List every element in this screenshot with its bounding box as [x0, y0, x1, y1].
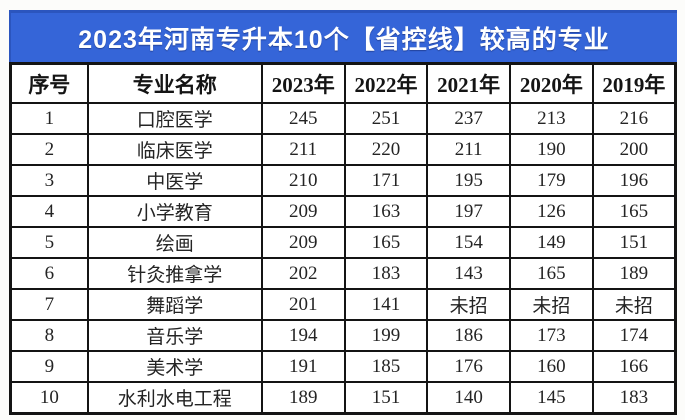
cell-score: 210	[260, 164, 346, 197]
cell-score: 211	[260, 133, 346, 166]
header-cell-year-2023: 2023年	[260, 62, 346, 104]
cell-score: 173	[509, 319, 594, 352]
cell-score: 209	[260, 226, 346, 259]
cell-major: 音乐学	[86, 319, 263, 352]
table-row: 6 针灸推拿学 202 183 143 165 189	[9, 257, 677, 290]
cell-score: 194	[260, 319, 346, 352]
cell-score: 154	[426, 226, 512, 259]
header-cell-year-2020: 2020年	[509, 62, 594, 104]
header-cell-index: 序号	[9, 62, 89, 104]
cell-score: 160	[509, 350, 594, 383]
cell-score: 163	[343, 195, 429, 228]
cell-index: 8	[9, 319, 89, 352]
cell-index: 3	[9, 164, 89, 197]
table-body: 1 口腔医学 245 251 237 213 216 2 临床医学 211 220 211 190 200…	[9, 102, 677, 415]
cell-score: 216	[591, 102, 677, 135]
cell-score: 211	[426, 133, 512, 166]
cell-score: 197	[426, 195, 512, 228]
cell-score: 141	[343, 288, 429, 321]
cell-score: 185	[343, 350, 429, 383]
table-row: 7 舞蹈学 201 141 未招 未招 未招	[9, 288, 677, 321]
cell-index: 2	[9, 133, 89, 166]
cell-score: 200	[591, 133, 677, 166]
header-cell-major: 专业名称	[86, 62, 263, 104]
cell-score: 165	[509, 257, 594, 290]
cell-score: 176	[426, 350, 512, 383]
cell-score: 171	[343, 164, 429, 197]
cell-major: 绘画	[86, 226, 263, 259]
cell-score: 183	[343, 257, 429, 290]
header-cell-year-2021: 2021年	[426, 62, 512, 104]
table-row: 2 临床医学 211 220 211 190 200	[9, 133, 677, 166]
cell-major: 针灸推拿学	[86, 257, 263, 290]
cell-score: 190	[509, 133, 594, 166]
cell-score: 201	[260, 288, 346, 321]
table-row: 4 小学教育 209 163 197 126 165	[9, 195, 677, 228]
header-row: 序号 专业名称 2023年 2022年 2021年 2020年 2019年	[9, 62, 677, 104]
cell-index: 1	[9, 102, 89, 135]
cell-score: 未招	[426, 288, 512, 321]
header-cell-year-2022: 2022年	[343, 62, 429, 104]
cell-score: 186	[426, 319, 512, 352]
page-title: 2023年河南专升本10个【省控线】较高的专业	[78, 25, 610, 54]
cell-score: 143	[426, 257, 512, 290]
cell-score: 179	[509, 164, 594, 197]
cell-score: 149	[509, 226, 594, 259]
cell-major: 口腔医学	[86, 102, 263, 135]
cell-index: 10	[9, 381, 89, 415]
table-row: 5 绘画 209 165 154 149 151	[9, 226, 677, 259]
cell-score: 251	[343, 102, 429, 135]
cell-score: 245	[260, 102, 346, 135]
title-banner: 2023年河南专升本10个【省控线】较高的专业	[9, 10, 677, 62]
cell-index: 5	[9, 226, 89, 259]
cell-score: 151	[591, 226, 677, 259]
cell-major: 小学教育	[86, 195, 263, 228]
cell-score: 165	[343, 226, 429, 259]
table-row: 3 中医学 210 171 195 179 196	[9, 164, 677, 197]
cell-score: 166	[591, 350, 677, 383]
cell-major: 临床医学	[86, 133, 263, 166]
cell-score: 未招	[509, 288, 594, 321]
table-header: 序号 专业名称 2023年 2022年 2021年 2020年 2019年	[9, 62, 677, 104]
cell-score: 199	[343, 319, 429, 352]
cell-index: 4	[9, 195, 89, 228]
cell-index: 6	[9, 257, 89, 290]
cell-score: 196	[591, 164, 677, 197]
cell-major: 美术学	[86, 350, 263, 383]
cell-score: 195	[426, 164, 512, 197]
cell-score: 220	[343, 133, 429, 166]
cell-score: 237	[426, 102, 512, 135]
cell-score: 191	[260, 350, 346, 383]
cell-index: 7	[9, 288, 89, 321]
cell-score: 151	[343, 381, 429, 415]
table-row: 1 口腔医学 245 251 237 213 216	[9, 102, 677, 135]
cell-major: 中医学	[86, 164, 263, 197]
table-row: 8 音乐学 194 199 186 173 174	[9, 319, 677, 352]
cell-major: 舞蹈学	[86, 288, 263, 321]
cell-score: 140	[426, 381, 512, 415]
cell-major: 水利水电工程	[86, 381, 263, 415]
cell-score: 126	[509, 195, 594, 228]
header-cell-year-2019: 2019年	[591, 62, 677, 104]
cell-score: 213	[509, 102, 594, 135]
cell-score: 202	[260, 257, 346, 290]
cell-score: 189	[591, 257, 677, 290]
table-row: 10 水利水电工程 189 151 140 145 183	[9, 381, 677, 415]
cell-score: 165	[591, 195, 677, 228]
cell-index: 9	[9, 350, 89, 383]
cell-score: 174	[591, 319, 677, 352]
table-row: 9 美术学 191 185 176 160 166	[9, 350, 677, 383]
cell-score: 183	[591, 381, 677, 415]
cell-score: 未招	[591, 288, 677, 321]
cell-score: 209	[260, 195, 346, 228]
cell-score: 145	[509, 381, 594, 415]
cell-score: 189	[260, 381, 346, 415]
